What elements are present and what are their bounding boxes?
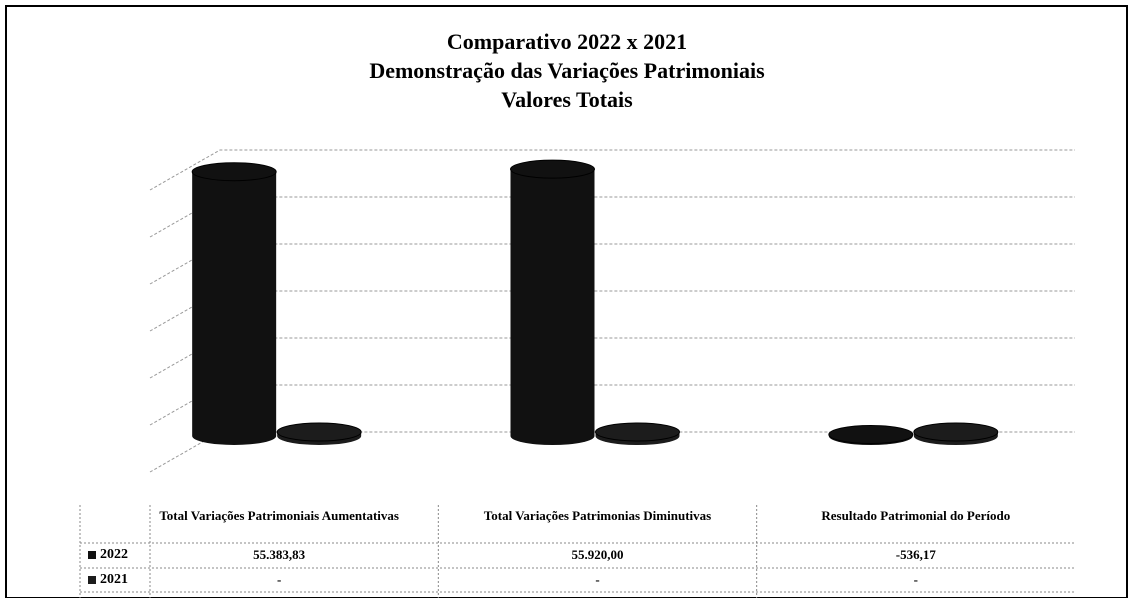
- data-label: 55.920,00: [571, 547, 624, 562]
- grid-line: [149, 384, 1075, 426]
- legend-swatch: [88, 551, 96, 559]
- grid-line: [149, 337, 1075, 379]
- category-label: Total Variações Patrimoniais Aumentativa…: [159, 508, 399, 523]
- category-label: Resultado Patrimonial do Período: [821, 508, 1011, 523]
- grid-line: [149, 290, 1075, 332]
- bar: [192, 171, 277, 445]
- frame: [5, 5, 1128, 598]
- bar-top: [276, 422, 362, 442]
- bar-top: [595, 422, 680, 442]
- bar-top: [828, 425, 914, 445]
- bar-top: [913, 422, 999, 442]
- chart-title: Comparativo 2022 x 2021: [447, 29, 687, 54]
- grid-line: [149, 196, 1075, 238]
- chart-title: Demonstração das Variações Patrimoniais: [369, 58, 765, 83]
- grid-line: [149, 243, 1075, 285]
- chart-title: Valores Totais: [501, 87, 633, 112]
- bar-top: [510, 159, 595, 179]
- legend-swatch: [88, 576, 96, 584]
- data-label: -: [595, 572, 600, 587]
- bar-top: [191, 162, 277, 182]
- data-label: -: [913, 572, 918, 587]
- legend-label: 2022: [100, 547, 128, 562]
- bar: [510, 169, 595, 446]
- data-label: -536,17: [895, 547, 936, 562]
- category-label: Total Variações Patrimonias Diminutivas: [483, 508, 712, 523]
- data-label: -: [276, 572, 282, 587]
- grid-line: [149, 149, 1075, 191]
- legend-label: 2021: [100, 572, 128, 587]
- data-label: 55.383,83: [253, 547, 306, 562]
